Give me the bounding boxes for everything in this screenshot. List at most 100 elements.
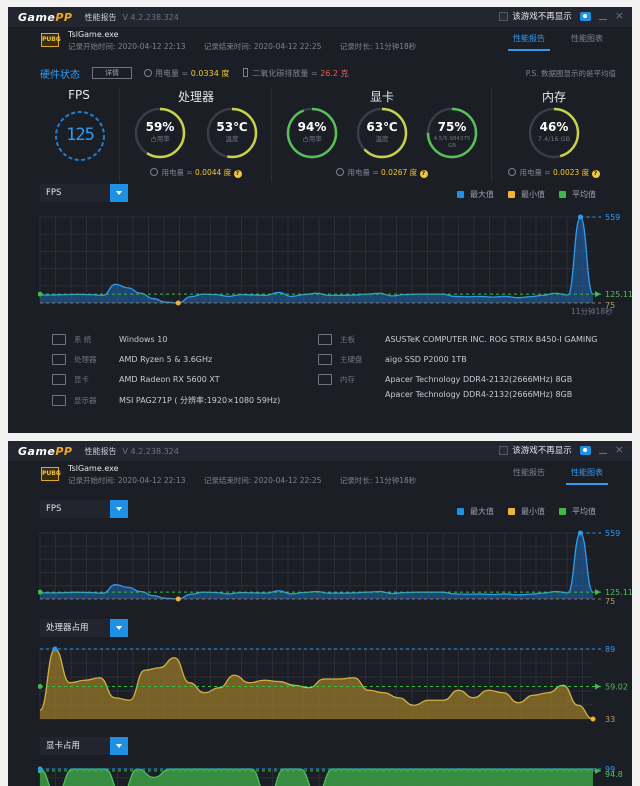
window-title: 性能报告: [84, 446, 117, 456]
record-times: 记录开始时间: 2020-04-12 22:13 记录结束时间: 2020-04…: [68, 41, 432, 52]
detail-button[interactable]: 详情: [92, 67, 132, 79]
hide-game-label[interactable]: 该游戏不再显示: [512, 446, 572, 456]
power-icon: [144, 68, 152, 77]
game-icon: PUBG: [41, 33, 61, 47]
version-label: V 4.2.238.324: [122, 446, 179, 456]
gpu-title: 显卡: [369, 90, 394, 104]
fps-chart-2: 559 125.11 75: [38, 523, 632, 613]
motherboard-icon: [318, 333, 332, 345]
hide-game-label[interactable]: 该游戏不再显示: [512, 12, 572, 22]
gpu-section: 显卡 94% 占用率 63℃ 温度 75% 4.5/5.984375 GB 用电…: [272, 87, 492, 182]
fps-section: FPS 125: [38, 87, 120, 182]
record-times: 记录开始时间: 2020-04-12 22:13 记录结束时间: 2020-04…: [68, 475, 432, 486]
dropdown-arrow-icon[interactable]: [110, 619, 128, 637]
minimize-icon[interactable]: [598, 452, 607, 454]
svg-text:559: 559: [605, 529, 620, 538]
performance-charts-window: GamePP 性能报告 V 4.2.238.324 该游戏不再显示 × PUBG…: [8, 441, 632, 786]
title-bar: GamePP 性能报告 V 4.2.238.324 该游戏不再显示 ×: [8, 441, 632, 461]
record-start: 记录开始时间: 2020-04-12 22:13: [68, 42, 186, 51]
cpu-section: 处理器 59% 占用率 53℃ 温度 用电量 = 0.0044 度 ?: [120, 87, 272, 182]
svg-text:125.11: 125.11: [605, 290, 632, 299]
dropdown-arrow-icon[interactable]: [110, 737, 128, 755]
hardware-status-title: 硬件状态: [40, 69, 80, 81]
close-icon[interactable]: ×: [614, 9, 624, 22]
system-info: 系 统 Windows 10 处理器 AMD Ryzen 5 & 3.6GHz 显卡…: [52, 329, 616, 415]
memory-section: 内存 46% 7.4/16 GB 用电量 = 0.0023 度 ?: [492, 87, 616, 182]
gamepp-logo: GamePP: [18, 444, 73, 458]
record-start: 记录开始时间: 2020-04-12 22:13: [68, 476, 186, 485]
cpu-usage-chart: 89 59.02 33: [38, 639, 628, 725]
svg-text:59.02: 59.02: [605, 682, 628, 691]
tab-performance-report[interactable]: 性能报告: [500, 33, 558, 51]
help-icon[interactable]: ?: [233, 170, 242, 178]
help-icon[interactable]: ?: [419, 170, 428, 178]
gpu-icon: [52, 373, 66, 385]
ram-info: 内存 Apacer Technology DDR4-2132(2666MHz) 8…: [318, 372, 572, 386]
gauges-panel: FPS 125 处理器 59% 占用率 53℃ 温度 用电量 = 0.0044 …: [38, 87, 616, 182]
gpu-temp-gauge: 63℃ 温度: [356, 107, 408, 159]
os-info: 系 统 Windows 10: [52, 332, 167, 346]
monitor-icon: [52, 394, 66, 406]
chart-metric-select[interactable]: FPS: [40, 184, 128, 202]
avg-swatch: [559, 191, 566, 198]
game-name: TslGame.exe: [68, 464, 119, 473]
gpu-power: 用电量 = 0.0267 度 ?: [272, 167, 492, 178]
memory-usage-gauge: 46% 7.4/16 GB: [528, 107, 580, 159]
min-swatch: [508, 191, 515, 198]
gpu-info: 显卡 AMD Radeon RX 5600 XT: [52, 372, 220, 386]
minimize-icon[interactable]: [598, 18, 607, 20]
help-icon[interactable]: ?: [591, 170, 600, 178]
svg-text:11分钟18秒: 11分钟18秒: [571, 306, 613, 316]
svg-text:94.8: 94.8: [605, 770, 623, 779]
performance-report-window: GamePP 性能报告 V 4.2.238.324 该游戏不再显示 × PUBG…: [8, 7, 632, 433]
record-end: 记录结束时间: 2020-04-12 22:25: [203, 476, 322, 485]
hardware-status-row: 硬件状态 详情 用电量 = 0.0334 度 二氧化碳排放量 = 26.2 克 …: [40, 65, 616, 81]
svg-text:125.11: 125.11: [605, 588, 632, 597]
tab-performance-charts[interactable]: 性能图表: [558, 467, 616, 485]
windows-icon: [52, 333, 66, 345]
gpu-vram-gauge: 75% 4.5/5.984375 GB: [426, 107, 478, 159]
cpu-icon: [52, 353, 66, 365]
cpu-power: 用电量 = 0.0044 度 ?: [120, 167, 272, 178]
fps-metric-select[interactable]: FPS: [40, 500, 128, 518]
version-label: V 4.2.238.324: [122, 12, 179, 22]
cpu-title: 处理器: [177, 90, 214, 104]
svg-text:89: 89: [605, 645, 615, 654]
disk-icon: [318, 353, 332, 365]
ram-icon: [318, 373, 332, 385]
record-end: 记录结束时间: 2020-04-12 22:25: [203, 42, 322, 51]
record-duration: 记录时长: 11分钟18秒: [339, 476, 417, 485]
average-note: P.S. 数据图显示的是平均值: [525, 68, 616, 78]
svg-text:99: 99: [605, 765, 615, 774]
monitor-info: 显示器 MSI PAG271P ( 分辨率:1920×1080 59Hz): [52, 393, 280, 407]
svg-text:559: 559: [605, 213, 620, 222]
co2-icon: [243, 67, 249, 77]
svg-text:75: 75: [605, 301, 615, 310]
motherboard-info: 主板 ASUSTeK COMPUTER INC. ROG STRIX B450-I…: [318, 332, 597, 346]
tab-performance-report[interactable]: 性能报告: [513, 468, 545, 477]
svg-text:75: 75: [605, 597, 615, 606]
camera-icon[interactable]: [579, 445, 591, 455]
dropdown-arrow-icon[interactable]: [110, 500, 128, 518]
cpu-usage-select[interactable]: 处理器占用: [40, 619, 128, 637]
dropdown-arrow-icon[interactable]: [110, 184, 128, 202]
svg-text:33: 33: [605, 715, 615, 724]
gpu-usage-gauge: 94% 占用率: [286, 107, 338, 159]
total-power: 用电量 = 0.0334 度: [144, 68, 229, 79]
gpu-usage-select[interactable]: 显卡占用: [40, 737, 128, 755]
hide-game-checkbox[interactable]: [499, 445, 509, 455]
title-bar: GamePP 性能报告 V 4.2.238.324 该游戏不再显示 ×: [8, 7, 632, 27]
camera-icon[interactable]: [579, 11, 591, 21]
tab-performance-charts[interactable]: 性能图表: [571, 34, 603, 43]
cpu-temp-gauge: 53℃ 温度: [206, 107, 258, 159]
game-header: PUBG TslGame.exe 记录开始时间: 2020-04-12 22:1…: [8, 27, 632, 57]
window-title: 性能报告: [84, 12, 117, 22]
co2-emission: 二氧化碳排放量 = 26.2 克: [243, 67, 349, 79]
fps-chart-1: 559 125.11 75 11分钟18秒: [38, 207, 632, 327]
cpu-usage-gauge: 59% 占用率: [134, 107, 186, 159]
record-duration: 记录时长: 11分钟18秒: [339, 42, 417, 51]
close-icon[interactable]: ×: [614, 443, 624, 456]
chart-legend: 最大值 最小值 平均值: [457, 506, 596, 517]
fps-value: 125: [66, 125, 95, 145]
hide-game-checkbox[interactable]: [499, 11, 509, 21]
